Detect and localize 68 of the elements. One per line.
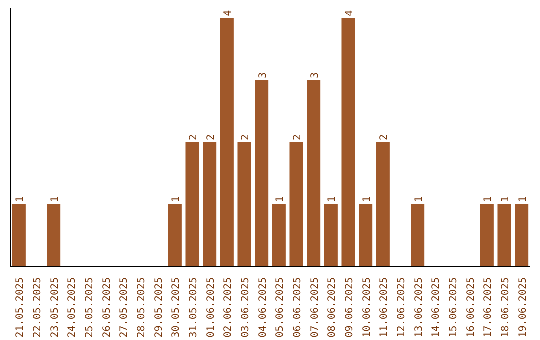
x-tick-label: 02.06.2025 bbox=[223, 277, 234, 338]
bar bbox=[220, 18, 234, 266]
bar bbox=[168, 204, 182, 266]
data-label: 4 bbox=[344, 10, 356, 16]
data-label: 2 bbox=[206, 134, 217, 140]
bar bbox=[411, 204, 425, 266]
x-tick-label: 26.05.2025 bbox=[102, 277, 113, 338]
data-label: 1 bbox=[518, 196, 529, 202]
x-tick-label: 06.06.2025 bbox=[292, 277, 304, 338]
x-tick-label: 21.05.2025 bbox=[15, 277, 26, 338]
data-label: 2 bbox=[379, 134, 390, 140]
bar bbox=[324, 204, 338, 266]
x-tick-label: 17.06.2025 bbox=[483, 277, 494, 338]
x-tick-label: 31.05.2025 bbox=[188, 277, 200, 338]
bar bbox=[47, 204, 61, 266]
data-label: 2 bbox=[240, 134, 252, 140]
bar bbox=[498, 204, 512, 266]
x-tick-label: 07.06.2025 bbox=[310, 277, 321, 338]
x-tick-label: 19.06.2025 bbox=[518, 277, 529, 338]
data-label: 1 bbox=[15, 196, 26, 202]
data-label: 1 bbox=[483, 196, 494, 202]
x-tick-label: 18.06.2025 bbox=[500, 277, 512, 338]
data-label: 1 bbox=[414, 196, 425, 202]
x-tick-label: 27.05.2025 bbox=[119, 277, 130, 338]
x-tick-label: 30.05.2025 bbox=[171, 277, 182, 338]
bar bbox=[238, 142, 252, 266]
x-tick-label: 01.06.2025 bbox=[206, 277, 217, 338]
bar bbox=[342, 18, 356, 266]
bar bbox=[12, 204, 26, 266]
data-label: 3 bbox=[258, 72, 269, 78]
x-tick-label: 08.06.2025 bbox=[327, 277, 338, 338]
bar bbox=[376, 142, 390, 266]
data-label: 1 bbox=[327, 196, 338, 202]
x-tick-label: 04.06.2025 bbox=[258, 277, 269, 338]
bar bbox=[186, 142, 200, 266]
x-tick-label: 16.06.2025 bbox=[466, 277, 477, 338]
x-tick-label: 03.06.2025 bbox=[240, 277, 252, 338]
x-tick-label: 25.05.2025 bbox=[84, 277, 96, 338]
data-label: 2 bbox=[188, 134, 200, 140]
x-tick-label: 22.05.2025 bbox=[32, 277, 44, 338]
x-tick-label: 23.05.2025 bbox=[50, 277, 61, 338]
bar bbox=[480, 204, 494, 266]
data-label: 1 bbox=[50, 196, 61, 202]
bar bbox=[307, 80, 321, 266]
data-label: 1 bbox=[362, 196, 373, 202]
bar bbox=[515, 204, 529, 266]
bar bbox=[290, 142, 304, 266]
x-tick-label: 09.06.2025 bbox=[344, 277, 356, 338]
x-tick-label: 29.05.2025 bbox=[154, 277, 165, 338]
data-label: 4 bbox=[223, 10, 234, 16]
bar bbox=[359, 204, 373, 266]
x-tick-label: 12.06.2025 bbox=[396, 277, 408, 338]
data-label: 1 bbox=[500, 196, 512, 202]
x-tick-label: 11.06.2025 bbox=[379, 277, 390, 338]
x-tick-label: 10.06.2025 bbox=[362, 277, 373, 338]
data-label: 3 bbox=[310, 72, 321, 78]
x-tick-label: 28.05.2025 bbox=[136, 277, 148, 338]
bar bbox=[255, 80, 269, 266]
x-tick-label: 13.06.2025 bbox=[414, 277, 425, 338]
x-tick-label: 14.06.2025 bbox=[431, 277, 442, 338]
bar bbox=[272, 204, 286, 266]
x-tick-label: 15.06.2025 bbox=[448, 277, 460, 338]
data-label: 1 bbox=[275, 196, 286, 202]
x-tick-label: 24.05.2025 bbox=[67, 277, 78, 338]
bar bbox=[203, 142, 217, 266]
x-tick-label: 05.06.2025 bbox=[275, 277, 286, 338]
data-label: 1 bbox=[171, 196, 182, 202]
data-label: 2 bbox=[292, 134, 304, 140]
